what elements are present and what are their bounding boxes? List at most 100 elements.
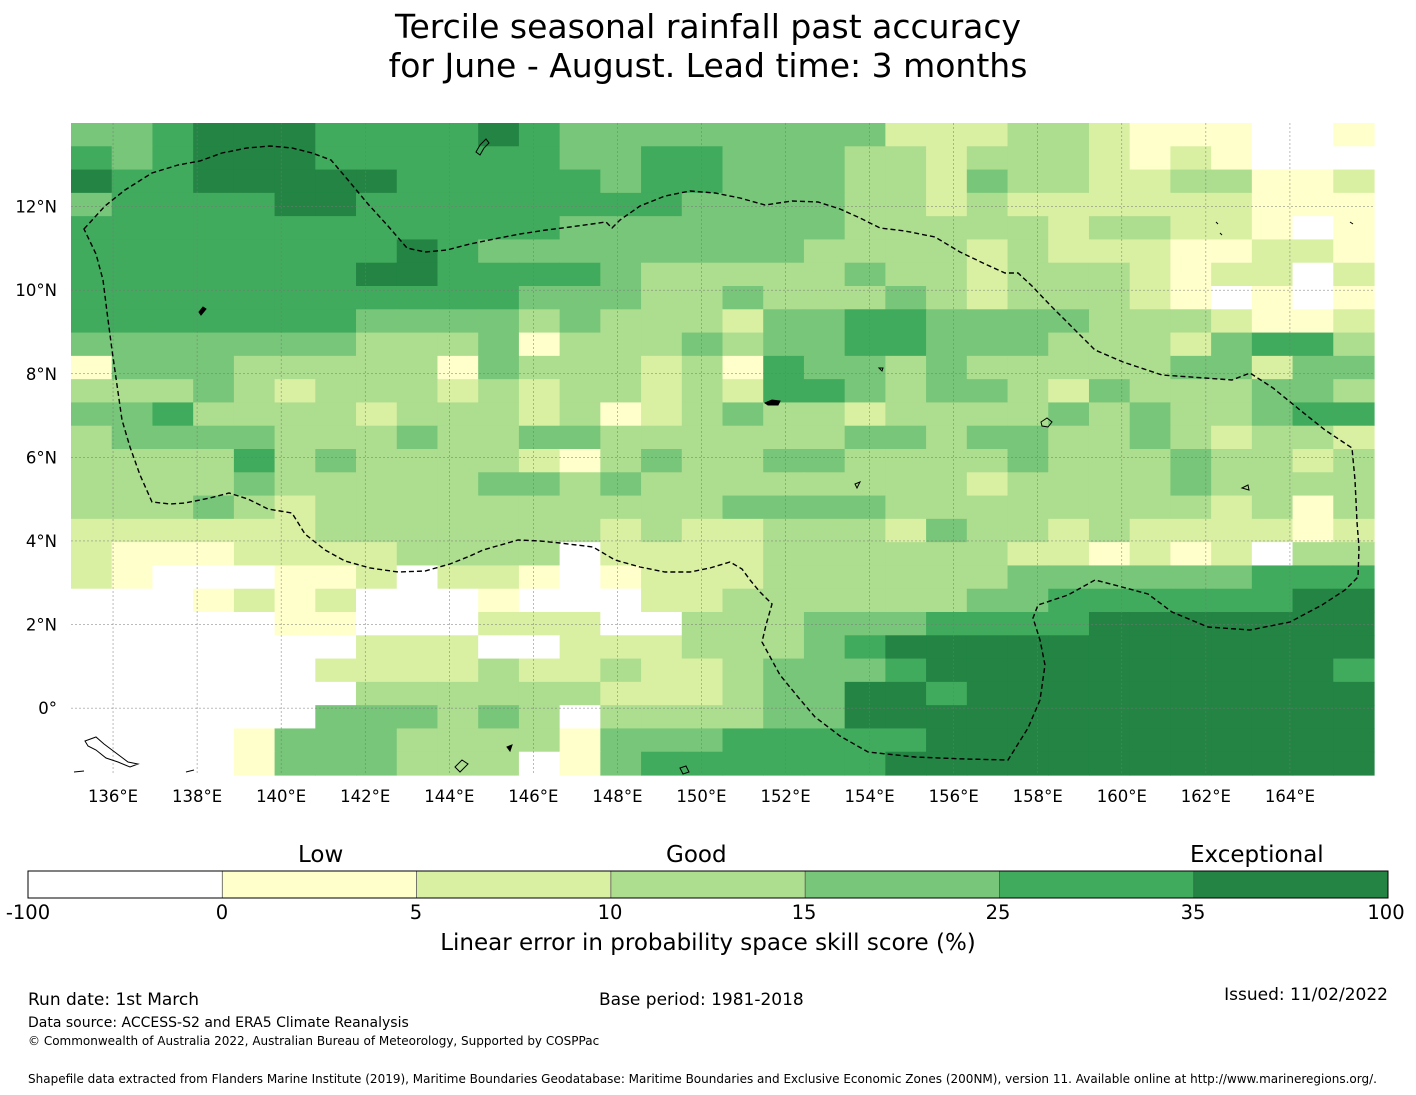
skill-cell bbox=[681, 332, 724, 357]
skill-cell bbox=[844, 379, 886, 404]
skill-cell bbox=[1129, 542, 1172, 567]
skill-cell bbox=[1129, 495, 1172, 520]
skill-cell bbox=[437, 449, 479, 473]
skill-cell bbox=[1129, 355, 1172, 380]
longitude-tick-label: 152°E bbox=[760, 787, 810, 806]
skill-cell bbox=[1048, 192, 1090, 217]
skill-cell bbox=[478, 425, 520, 450]
skill-cell bbox=[844, 612, 886, 636]
skill-cell bbox=[641, 425, 683, 450]
island-outline bbox=[475, 138, 490, 156]
skill-cell bbox=[1333, 146, 1375, 171]
skill-cell bbox=[396, 379, 439, 404]
skill-cell bbox=[71, 425, 113, 450]
colorbar-tick-label: 35 bbox=[1180, 901, 1206, 924]
skill-cell bbox=[1292, 309, 1334, 334]
skill-cell bbox=[966, 449, 1009, 473]
skill-cell bbox=[71, 495, 113, 520]
skill-cell bbox=[600, 518, 642, 543]
skill-cell bbox=[437, 123, 479, 147]
skill-cell bbox=[1170, 332, 1212, 357]
skill-cell bbox=[356, 309, 398, 334]
skill-cell bbox=[559, 588, 601, 613]
skill-cell bbox=[1251, 705, 1294, 730]
skill-cell bbox=[1088, 332, 1131, 357]
skill-cell bbox=[478, 612, 520, 636]
skill-cell bbox=[681, 123, 724, 147]
skill-cell bbox=[396, 472, 439, 497]
skill-cell bbox=[111, 123, 154, 147]
skill-cell bbox=[763, 286, 805, 310]
latitude-tick-label: 8°N bbox=[26, 365, 57, 384]
skill-cell bbox=[1170, 635, 1212, 660]
skill-cell bbox=[641, 542, 683, 567]
skill-cell bbox=[926, 123, 968, 147]
skill-cell bbox=[803, 495, 846, 520]
skill-cell bbox=[518, 309, 561, 334]
skill-cell bbox=[71, 705, 113, 730]
skill-cell bbox=[641, 588, 683, 613]
skill-cell bbox=[478, 449, 520, 473]
skill-cell bbox=[641, 146, 683, 171]
skill-cell bbox=[315, 425, 357, 450]
skill-cell bbox=[1007, 449, 1049, 473]
skill-cell bbox=[1129, 449, 1172, 473]
skill-cell bbox=[722, 495, 764, 520]
skill-cell bbox=[803, 565, 846, 590]
skill-cell bbox=[478, 146, 520, 171]
skill-cell bbox=[600, 588, 642, 613]
skill-cell bbox=[1251, 728, 1294, 753]
skill-cell bbox=[274, 495, 316, 520]
skill-cell bbox=[233, 565, 276, 590]
skill-cell bbox=[111, 565, 154, 590]
skill-cell bbox=[1292, 239, 1334, 264]
skill-cell bbox=[681, 192, 724, 217]
skill-cell bbox=[1048, 681, 1090, 706]
skill-cell bbox=[1007, 472, 1049, 497]
skill-cell bbox=[1333, 449, 1375, 473]
skill-cell bbox=[71, 728, 113, 753]
skill-cell bbox=[722, 612, 764, 636]
skill-cell bbox=[803, 472, 846, 497]
skill-cell bbox=[1129, 472, 1172, 497]
skill-cell bbox=[966, 542, 1009, 567]
skill-cell bbox=[641, 612, 683, 636]
skill-cell bbox=[1251, 286, 1294, 310]
island-outline bbox=[763, 399, 781, 406]
skill-cell bbox=[71, 216, 113, 241]
skill-cell bbox=[1292, 681, 1334, 706]
skill-cell bbox=[722, 472, 764, 497]
skill-cell bbox=[396, 612, 439, 636]
skill-cell bbox=[518, 332, 561, 357]
skill-cell bbox=[518, 472, 561, 497]
skill-cell bbox=[600, 658, 642, 683]
skill-cell bbox=[111, 495, 154, 520]
skill-cell bbox=[1251, 309, 1294, 334]
skill-cell bbox=[193, 286, 235, 310]
island-outline bbox=[1240, 484, 1250, 491]
colorbar-swatch bbox=[610, 871, 806, 898]
skill-cell bbox=[111, 705, 154, 730]
skill-cell bbox=[233, 169, 276, 194]
skill-cell bbox=[1048, 495, 1090, 520]
skill-cell bbox=[600, 309, 642, 334]
skill-cell bbox=[1170, 565, 1212, 590]
skill-cell bbox=[1211, 472, 1253, 497]
skill-cell bbox=[641, 728, 683, 753]
skill-cell bbox=[1292, 379, 1334, 404]
skill-cell bbox=[926, 355, 968, 380]
skill-cell bbox=[1292, 169, 1334, 194]
skill-cell bbox=[763, 169, 805, 194]
skill-cell bbox=[396, 705, 439, 730]
skill-cell bbox=[926, 286, 968, 310]
skill-cell bbox=[396, 751, 439, 776]
skill-cell bbox=[315, 332, 357, 357]
skill-cell bbox=[1048, 216, 1090, 241]
skill-cell bbox=[844, 192, 886, 217]
skill-cell bbox=[722, 355, 764, 380]
skill-cell bbox=[966, 658, 1009, 683]
skill-cell bbox=[111, 169, 154, 194]
skill-cell bbox=[722, 146, 764, 171]
skill-cell bbox=[193, 518, 235, 543]
skill-cell bbox=[1170, 262, 1212, 287]
